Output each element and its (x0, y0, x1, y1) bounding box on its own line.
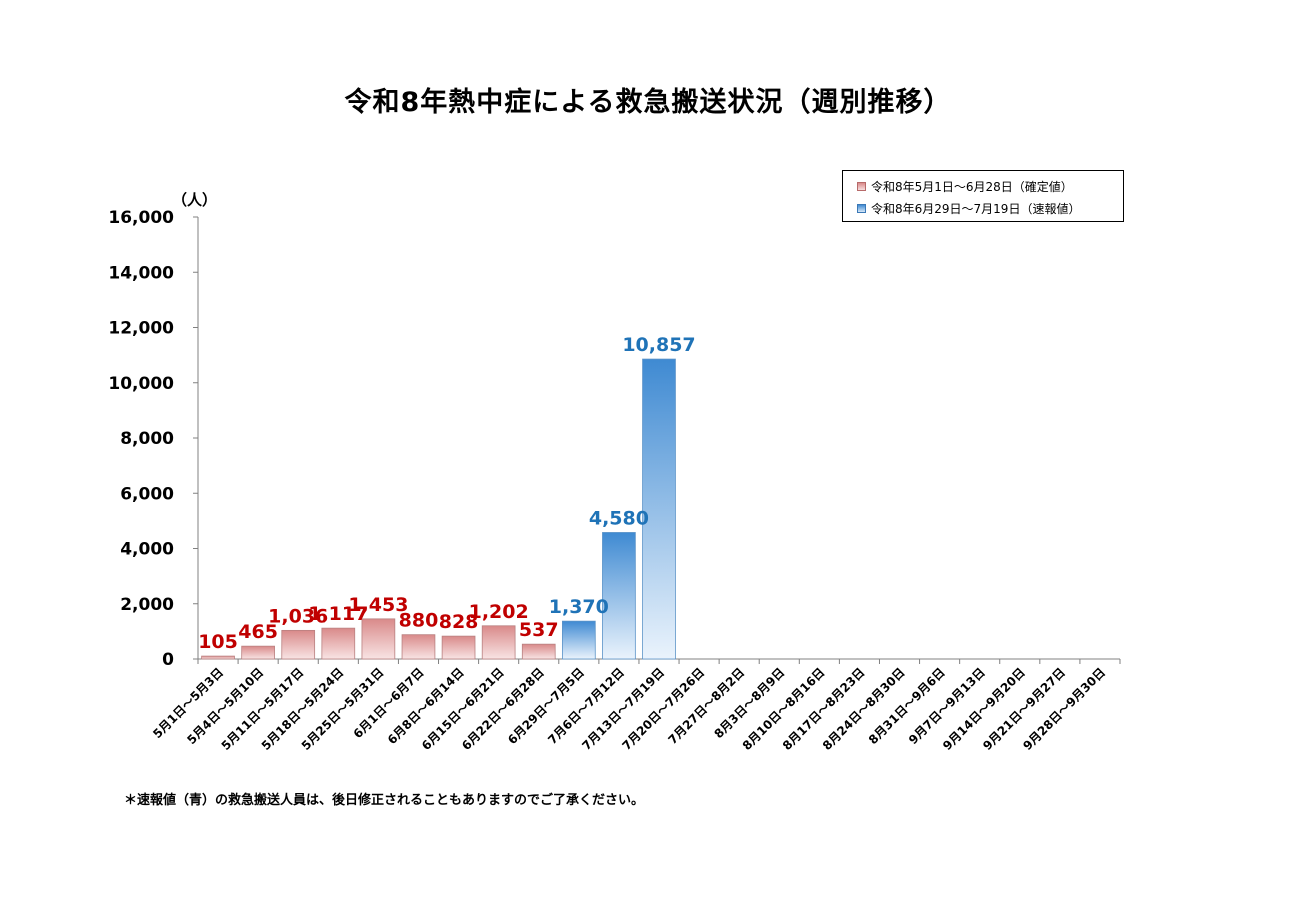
data-label: 1,202 (469, 601, 529, 623)
x-axis (197, 658, 1121, 664)
data-label: 1,370 (549, 596, 609, 618)
bar (481, 625, 516, 660)
data-label: 10,857 (622, 334, 695, 356)
bar (201, 655, 235, 660)
y-tick-label: 4,000 (120, 540, 174, 560)
bar (281, 629, 316, 660)
data-label: 105 (198, 631, 238, 653)
data-label: 1,036 (268, 605, 328, 627)
y-tick-label: 6,000 (120, 484, 174, 504)
legend-label-preliminary: 令和8年6月29日～7月19日（速報値） (871, 201, 1081, 216)
legend-item-confirmed: 令和8年5月1日～6月28日（確定値） (857, 175, 1123, 197)
x-tick-label: 8月3日～8月9日 (711, 665, 787, 741)
legend: 令和8年5月1日～6月28日（確定値） 令和8年6月29日～7月19日（速報値） (842, 170, 1124, 222)
data-label: 828 (439, 611, 479, 633)
y-tick-label: 14,000 (108, 263, 174, 283)
bar (642, 358, 676, 660)
data-label: 1,453 (348, 594, 408, 616)
bars (201, 358, 676, 660)
legend-swatch-preliminary (857, 203, 866, 213)
y-axis-unit-label: （人） (172, 191, 217, 209)
x-tick-label: 6月29日～7月5日 (505, 665, 587, 747)
y-tick-label: 0 (162, 650, 174, 670)
chart-title: 令和8年熱中症による救急搬送状況（週別推移） (344, 87, 952, 118)
y-tick-label: 2,000 (120, 595, 174, 615)
bar (602, 532, 636, 660)
x-tick-label: 6月1日～6月7日 (351, 665, 427, 741)
x-tick-label: 8月31日～9月6日 (866, 665, 948, 747)
data-label: 1,117 (308, 603, 368, 625)
x-tick-label: 5月4日～5月10日 (184, 665, 266, 747)
x-tick-label: 6月8日～6月14日 (385, 665, 467, 747)
data-label: 537 (519, 619, 559, 641)
y-tick-label: 16,000 (108, 208, 174, 228)
x-tick-label: 7月6日～7月12日 (545, 665, 627, 747)
legend-label-confirmed: 令和8年5月1日～6月28日（確定値） (871, 179, 1073, 194)
data-label: 4,580 (589, 507, 649, 529)
data-label: 465 (238, 621, 278, 643)
x-tick-label: 7月27日～8月2日 (665, 665, 747, 747)
y-tick-label: 8,000 (120, 429, 174, 449)
legend-item-preliminary: 令和8年6月29日～7月19日（速報値） (857, 197, 1123, 219)
bar (321, 627, 356, 660)
footnote: ＊速報値（青）の救急搬送人員は、後日修正されることもありますのでご了承ください。 (124, 793, 645, 808)
bar (361, 618, 396, 660)
bar (441, 635, 476, 660)
y-tick-label: 10,000 (108, 374, 174, 394)
legend-swatch-confirmed (857, 181, 866, 191)
y-axis: 0 2,000 4,000 6,000 8,000 10,000 12,000 14,000 1… (108, 208, 199, 670)
category-labels: 5月1日～5月3日5月4日～5月10日5月11日～5月17日5月18日～5月24… (150, 665, 1108, 753)
bar (401, 634, 436, 660)
x-tick-label: 5月1日～5月3日 (150, 665, 226, 741)
x-tick-label: 9月7日～9月13日 (906, 665, 988, 747)
data-label: 880 (399, 610, 439, 632)
bar (521, 643, 556, 660)
bar (561, 620, 596, 660)
bar (241, 645, 275, 660)
y-tick-label: 12,000 (108, 319, 174, 339)
